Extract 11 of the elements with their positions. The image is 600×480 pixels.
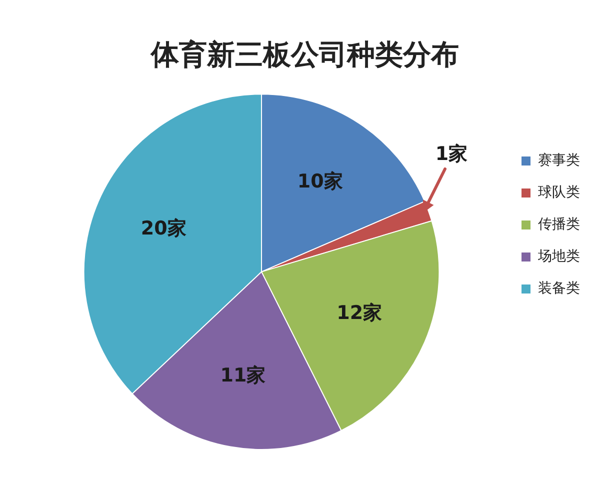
- legend-label: 场地类: [537, 248, 580, 265]
- chart-title: 体育新三板公司种类分布: [150, 38, 459, 72]
- legend-label: 球队类: [538, 184, 580, 201]
- legend-label: 传播类: [538, 216, 580, 233]
- data-label: 10家: [297, 170, 343, 193]
- legend-label: 赛事类: [538, 152, 580, 169]
- legend-label: 装备类: [538, 280, 580, 297]
- data-label: 11家: [220, 364, 266, 387]
- data-label: 1家: [435, 142, 468, 165]
- data-label: 12家: [336, 302, 382, 324]
- data-label: 20家: [140, 218, 186, 240]
